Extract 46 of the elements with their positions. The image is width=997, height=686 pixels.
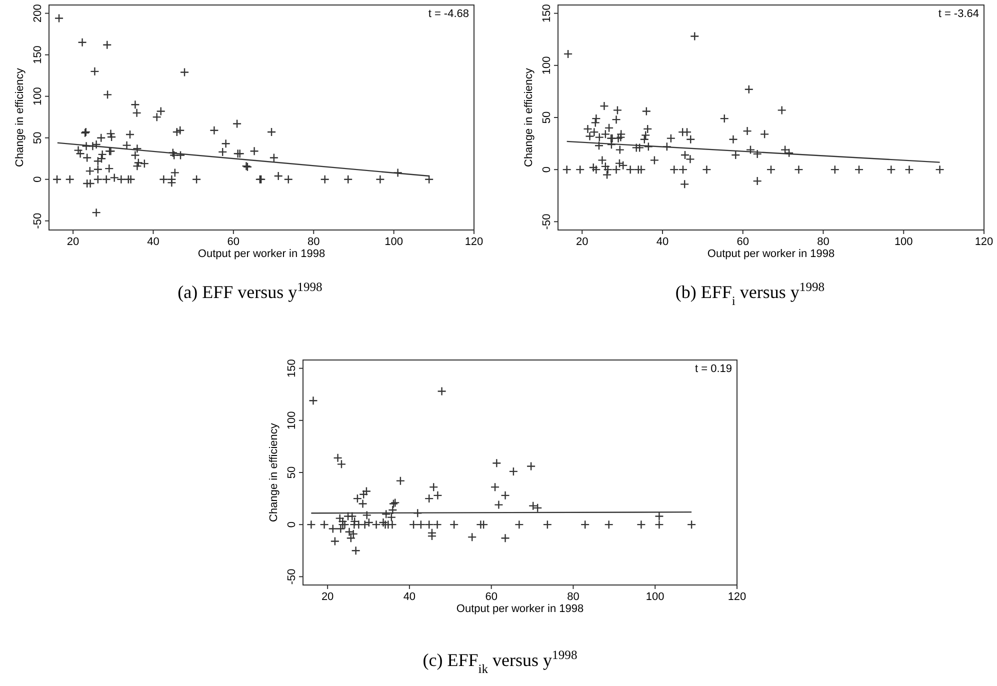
y-tick-label: 50 bbox=[541, 111, 553, 124]
x-tick-label: 40 bbox=[147, 236, 160, 248]
x-axis-title: Output per worker in 1998 bbox=[707, 248, 835, 260]
y-tick-label: 0 bbox=[286, 522, 298, 528]
y-tick-label: 100 bbox=[32, 87, 44, 106]
y-tick-label: 100 bbox=[541, 56, 553, 75]
y-tick-label: 150 bbox=[32, 46, 44, 64]
x-tick-label: 60 bbox=[227, 236, 240, 248]
x-tick-label: 20 bbox=[576, 236, 588, 248]
x-axis-title: Output per worker in 1998 bbox=[456, 603, 584, 615]
text: (b) EFF$_{i}$ versus y$^{1998}$ bbox=[675, 280, 825, 308]
annotation: t = -3.64 bbox=[938, 8, 979, 20]
x-tick-label: 100 bbox=[894, 236, 913, 248]
y-axis-title: Change in efficiency bbox=[523, 68, 535, 167]
x-tick-label: 100 bbox=[646, 591, 664, 603]
y-tick-label: 150 bbox=[541, 4, 553, 23]
x-axis-title: Output per worker in 1998 bbox=[198, 248, 326, 260]
x-tick-label: 80 bbox=[567, 591, 580, 603]
x-tick-label: 100 bbox=[384, 236, 403, 248]
annotation: t = 0.19 bbox=[694, 363, 732, 375]
annotation: t = -4.68 bbox=[428, 8, 469, 20]
x-tick-label: 20 bbox=[321, 591, 334, 603]
y-tick-label: 0 bbox=[541, 166, 553, 173]
x-tick-label: 60 bbox=[485, 591, 498, 603]
x-tick-label: 120 bbox=[974, 236, 994, 248]
y-tick-label: 150 bbox=[286, 359, 298, 378]
x-tick-label: 120 bbox=[728, 591, 746, 603]
y-axis-title: Change in efficiency bbox=[268, 422, 280, 522]
y-tick-label: 50 bbox=[286, 466, 298, 479]
y-tick-label: 0 bbox=[32, 176, 44, 182]
y-tick-label: 100 bbox=[286, 411, 298, 430]
x-tick-label: 60 bbox=[736, 236, 749, 248]
x-tick-label: 40 bbox=[656, 236, 669, 248]
y-tick-label: 200 bbox=[32, 4, 44, 22]
y-tick-label: -50 bbox=[541, 214, 553, 230]
text: (a) EFF versus y$^{1998}$ bbox=[178, 280, 322, 302]
x-tick-label: 80 bbox=[817, 236, 830, 248]
x-tick-label: 120 bbox=[464, 236, 484, 248]
x-tick-label: 80 bbox=[308, 236, 320, 248]
x-tick-label: 20 bbox=[66, 236, 80, 248]
y-tick-label: -50 bbox=[286, 568, 298, 585]
y-tick-label: 50 bbox=[32, 132, 44, 144]
x-tick-label: 40 bbox=[403, 591, 416, 603]
y-tick-label: -50 bbox=[32, 212, 44, 229]
y-axis-title: Change in efficiency bbox=[14, 68, 26, 167]
text: (c) EFF$_{ik}$ versus y$^{1998}$ bbox=[422, 648, 578, 676]
